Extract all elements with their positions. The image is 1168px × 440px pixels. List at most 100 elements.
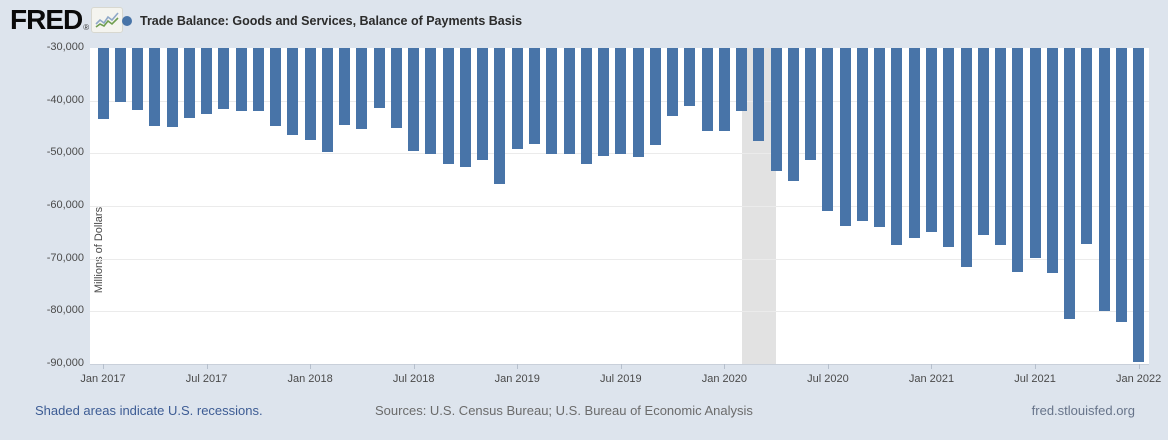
bar-2020-12	[908, 48, 920, 238]
sources-text: Sources: U.S. Census Bureau; U.S. Bureau…	[375, 403, 753, 418]
fred-logo-text: FRED	[10, 4, 83, 35]
bar-2018-02	[321, 48, 333, 152]
bar-2022-01	[1133, 48, 1145, 362]
bar-2020-01	[718, 48, 730, 131]
gridline	[90, 311, 1149, 313]
series-marker-icon	[122, 16, 132, 26]
bar-2021-08	[1046, 48, 1058, 273]
fred-sparkline-icon	[91, 7, 124, 33]
y-axis-label: -60,000	[46, 199, 84, 211]
x-axis-tick	[1138, 364, 1140, 369]
bar-2020-10	[874, 48, 886, 227]
bar-2019-08	[632, 48, 644, 158]
y-axis-label: -80,000	[46, 304, 84, 317]
bar-2020-02	[736, 48, 748, 111]
x-axis-tick	[1035, 364, 1037, 369]
x-axis-label: Jan 2021	[908, 373, 955, 385]
x-axis-tick	[620, 364, 622, 369]
bar-2018-09	[442, 48, 454, 164]
x-axis-label: Jul 2019	[600, 373, 642, 385]
bar-2020-08	[839, 48, 851, 226]
bar-2019-06	[598, 48, 610, 156]
x-axis-label: Jul 2021	[1014, 373, 1056, 385]
bar-2021-06	[1012, 48, 1024, 272]
bar-2021-04	[977, 48, 989, 235]
plot-area[interactable]: Millions of Dollars Jan 2017 Jul 2017 Jan …	[80, 48, 1161, 385]
x-axis-tick	[206, 364, 208, 369]
bar-2020-06	[805, 48, 817, 160]
x-axis-tick	[310, 364, 312, 369]
bar-2021-09	[1064, 48, 1076, 319]
bar-2017-06	[183, 48, 195, 118]
bar-2017-10	[252, 48, 264, 112]
x-axis-tick	[103, 364, 104, 369]
bar-2017-02	[114, 48, 126, 103]
bar-2019-05	[580, 48, 592, 165]
bar-2019-09	[649, 48, 661, 146]
x-axis-tick	[413, 364, 415, 369]
bar-2019-11	[684, 48, 696, 107]
x-axis-tick	[724, 364, 726, 369]
bar-2020-09	[856, 48, 868, 221]
bar-2017-11	[270, 48, 282, 127]
y-axis-label: -50,000	[46, 146, 84, 159]
y-axis-label: -90,000	[46, 357, 84, 369]
y-axis-title: Millions of Dollars	[93, 206, 105, 294]
registered-trademark: ®	[83, 23, 90, 32]
bar-2018-05	[373, 48, 385, 109]
x-axis-tick	[827, 364, 829, 369]
y-axis-label: -70,000	[46, 251, 84, 264]
bar-2019-10	[667, 48, 679, 117]
x-axis-label: Jul 2018	[392, 373, 435, 385]
x-axis-label: Jan 2017	[80, 373, 126, 385]
bar-2018-06	[390, 48, 402, 129]
bar-2018-12	[494, 48, 506, 185]
bar-2020-11	[891, 48, 903, 245]
bar-2019-03	[546, 48, 558, 155]
x-axis-tick	[517, 364, 519, 369]
x-axis-label: Jul 2020	[807, 373, 849, 385]
bar-2017-07	[201, 48, 213, 114]
bar-2021-03	[960, 48, 972, 267]
recession-note-link[interactable]: Shaded areas indicate U.S. recessions.	[35, 403, 263, 418]
bar-2017-01	[97, 48, 109, 119]
bar-2020-05	[787, 48, 799, 181]
y-axis-label: -40,000	[46, 93, 84, 106]
bar-2018-03	[339, 48, 351, 125]
bar-2018-04	[356, 48, 368, 130]
bar-2018-07	[408, 48, 420, 152]
bar-2017-03	[132, 48, 144, 111]
x-axis-tick	[931, 364, 933, 369]
bar-2021-01	[925, 48, 937, 233]
bar-2017-12	[287, 48, 299, 136]
x-axis-label: Jan 2020	[701, 373, 747, 385]
chart-header: FRED ® Trade Balance: Goods and Services…	[0, 0, 1168, 42]
bar-2018-10	[459, 48, 471, 168]
bar-2019-07	[615, 48, 627, 155]
bar-2018-01	[304, 48, 316, 140]
bar-2021-11	[1098, 48, 1110, 312]
chart-footer: Shaded areas indicate U.S. recessions. S…	[0, 403, 1168, 427]
bar-2017-05	[166, 48, 178, 127]
bar-2019-04	[563, 48, 575, 155]
bar-2020-04	[770, 48, 782, 172]
gridline	[90, 258, 1149, 260]
bar-2019-12	[701, 48, 713, 131]
gridline	[90, 206, 1149, 207]
bar-2017-09	[235, 48, 247, 111]
bar-2021-12	[1115, 48, 1127, 323]
bar-2021-02	[943, 48, 955, 248]
bar-2021-07	[1029, 48, 1041, 258]
series-legend: Trade Balance: Goods and Services, Balan…	[122, 0, 522, 42]
x-axis-label: Jan 2018	[287, 373, 333, 385]
fred-logo[interactable]: FRED ®	[10, 4, 124, 36]
bar-2019-01	[511, 48, 523, 150]
bar-2020-07	[822, 48, 834, 211]
x-axis-label: Jul 2017	[185, 373, 228, 385]
x-axis-label: Jan 2022	[1115, 373, 1162, 385]
bar-2021-10	[1081, 48, 1093, 244]
fred-site-link[interactable]: fred.stlouisfed.org	[1031, 403, 1135, 418]
bar-2021-05	[995, 48, 1007, 245]
x-axis-label: Jan 2019	[494, 373, 540, 385]
